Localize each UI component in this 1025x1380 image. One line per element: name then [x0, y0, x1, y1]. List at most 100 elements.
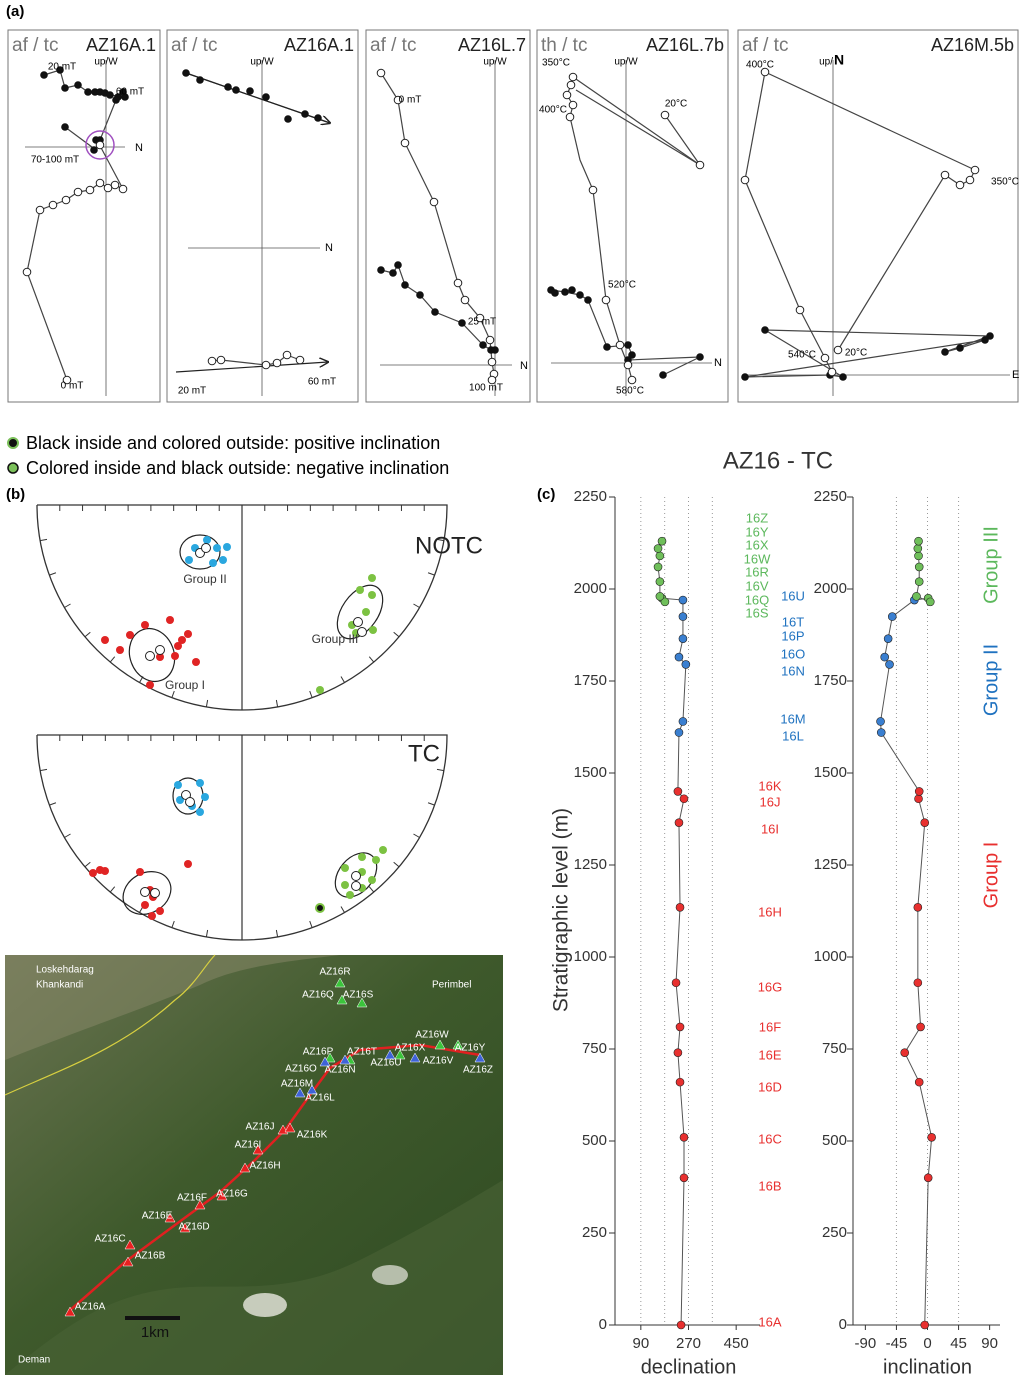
sample-label: AZ16Q	[302, 990, 334, 1001]
highlight	[85, 130, 115, 160]
net-tick	[275, 929, 279, 937]
sample-label: 16Z	[746, 510, 768, 525]
direction	[223, 543, 231, 551]
step-point	[61, 123, 69, 131]
direction	[156, 907, 164, 915]
sample-label: AZ16Z	[463, 1065, 493, 1076]
up-label: up/	[819, 57, 833, 68]
step-point	[827, 367, 837, 377]
step-point	[485, 335, 495, 345]
step-point	[615, 340, 625, 350]
sample-marker	[339, 1054, 351, 1065]
step-point	[400, 138, 410, 148]
net-tick	[427, 802, 435, 806]
step-point	[224, 83, 232, 91]
sample-label: 16W	[744, 551, 771, 566]
sample-label: AZ16V	[423, 1056, 454, 1067]
data-point	[880, 652, 889, 662]
step-point	[659, 371, 667, 379]
data-point	[679, 1173, 689, 1183]
step-point	[118, 184, 128, 194]
step-point	[479, 341, 487, 349]
sample-label: 16S	[745, 605, 768, 620]
trace	[380, 263, 495, 351]
step-point	[196, 76, 204, 84]
step-label: 0 mT	[399, 95, 422, 106]
legend-text: Colored inside and black outside: negati…	[26, 458, 449, 478]
axis-label: N	[135, 142, 143, 154]
sample-label: AZ16W	[415, 1030, 449, 1041]
step-point	[429, 197, 439, 207]
sample-marker	[319, 1056, 331, 1067]
y-tick-label: 2000	[574, 580, 607, 597]
step-point	[795, 305, 805, 315]
sample-label: 16A	[758, 1314, 781, 1329]
trend-arrow	[175, 362, 328, 373]
up-label: up/W	[614, 57, 638, 68]
place-label: Perimbel	[432, 980, 471, 991]
mean-direction	[155, 645, 165, 655]
sample-label: AZ16I	[235, 1140, 262, 1151]
step-point	[820, 353, 830, 363]
step-label: 70-100 mT	[31, 155, 79, 166]
group-label: Group III	[980, 526, 1002, 604]
net-tick	[393, 631, 400, 638]
legend-symbol	[7, 462, 19, 474]
step-point	[660, 110, 670, 120]
step-point	[761, 326, 769, 334]
direction	[341, 881, 349, 889]
step-point	[453, 278, 463, 288]
data-point	[916, 1022, 925, 1032]
data-point	[675, 1022, 685, 1032]
legend-text: Black inside and colored outside: positi…	[26, 433, 440, 453]
step-point	[394, 261, 402, 269]
direction	[203, 536, 211, 544]
y-tick-label: 1750	[814, 672, 847, 689]
step-label: 350°C	[542, 58, 570, 69]
sample-label: AZ16A	[75, 1302, 106, 1313]
step-point	[740, 175, 750, 185]
direction	[379, 846, 387, 854]
direction	[219, 556, 227, 564]
terrain	[5, 955, 340, 1060]
direction	[101, 636, 109, 644]
step-point	[416, 291, 424, 299]
y-tick-label: 2250	[814, 488, 847, 505]
sample-label: 16N	[781, 663, 805, 678]
step-point	[262, 93, 270, 101]
mean-direction	[145, 651, 155, 661]
step-point	[940, 170, 950, 180]
step-point	[22, 267, 32, 277]
net-outline	[36, 734, 448, 941]
step-label: 350°C	[991, 177, 1019, 188]
data-point	[925, 597, 935, 607]
mean-direction	[185, 797, 195, 807]
direction	[116, 646, 124, 654]
mean-direction	[150, 888, 160, 898]
cloud	[372, 1265, 408, 1285]
data-point	[900, 1048, 910, 1057]
up-label: up/W	[94, 57, 118, 68]
scale-label: 1km	[141, 1324, 169, 1341]
step-point	[601, 295, 611, 305]
up-label: N	[834, 52, 844, 68]
net-tick	[84, 631, 91, 638]
step-label: 400°C	[539, 105, 567, 116]
data-point	[655, 592, 665, 601]
border	[4, 954, 216, 1096]
data-point	[674, 652, 684, 662]
step-label: 60 mT	[116, 87, 144, 98]
data-point	[914, 536, 923, 546]
step-point	[695, 160, 705, 170]
step-point	[216, 355, 226, 365]
sample-label: AZ16S	[343, 990, 374, 1001]
confidence-ellipse	[179, 534, 221, 570]
direction	[192, 658, 200, 666]
step-point	[393, 95, 403, 105]
sample-label: AZ16F	[177, 1193, 207, 1204]
data-point	[671, 978, 681, 988]
data-point	[675, 1077, 685, 1087]
data-point	[675, 903, 685, 912]
data-point	[914, 551, 923, 561]
